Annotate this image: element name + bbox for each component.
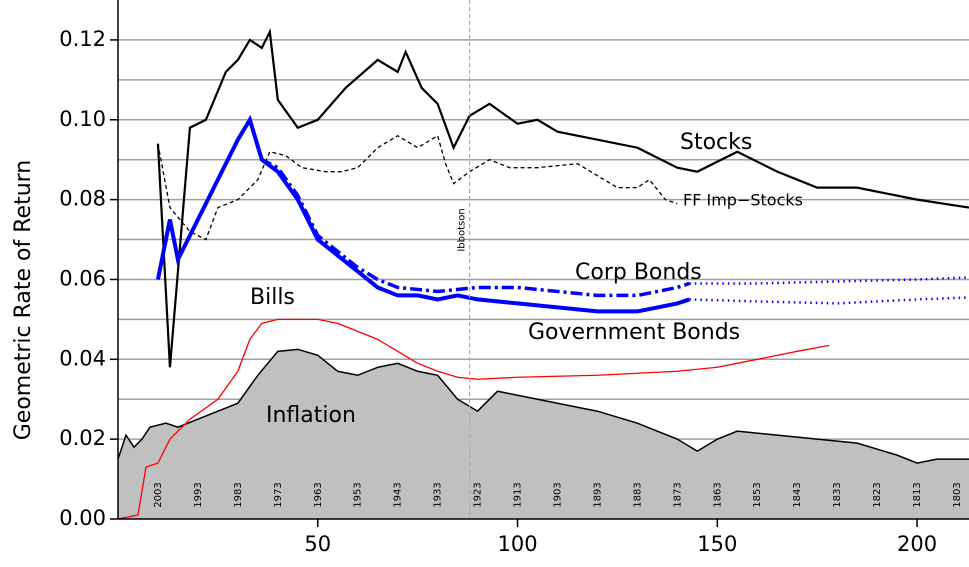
series-label: Corp Bonds — [575, 260, 702, 285]
series-label: Inflation — [266, 403, 356, 428]
reference-label: Ibbotson — [457, 208, 468, 251]
year-label: 1813 — [912, 482, 923, 507]
year-label: 1893 — [592, 482, 603, 507]
series-label: Stocks — [680, 130, 752, 155]
y-tick-label: 0.04 — [59, 346, 106, 370]
y-tick-label: 0.12 — [59, 27, 106, 51]
series-line — [155, 114, 690, 314]
y-tick-label: 0.10 — [59, 107, 106, 131]
year-label: 1863 — [712, 482, 723, 507]
year-label: 2003 — [153, 482, 164, 507]
year-label: 1843 — [792, 482, 803, 507]
series-extension — [689, 276, 969, 285]
series-line — [117, 318, 830, 520]
y-tick-label: 0.02 — [59, 426, 106, 450]
year-label: 1883 — [632, 482, 643, 507]
series-line — [156, 115, 690, 298]
x-tick-label: 100 — [497, 532, 537, 556]
year-label: 1833 — [832, 482, 843, 507]
year-label: 1963 — [313, 482, 324, 507]
y-axis-title: Geometric Rate of Return — [11, 160, 36, 441]
series-label: Bills — [250, 285, 295, 310]
series-label: Government Bonds — [528, 320, 740, 345]
y-tick-label: 0.00 — [59, 506, 106, 530]
year-label: 1923 — [473, 482, 484, 507]
year-label: 1983 — [233, 482, 244, 507]
series-extension — [689, 296, 969, 305]
year-label: 1933 — [433, 482, 444, 507]
series-label: FF Imp−Stocks — [683, 191, 803, 210]
x-tick-label: 50 — [304, 532, 331, 556]
year-label: 1823 — [872, 482, 883, 507]
y-tick-label: 0.08 — [59, 187, 106, 211]
year-label: 1943 — [393, 482, 404, 507]
year-label: 1973 — [273, 482, 284, 507]
year-label: 1803 — [952, 482, 963, 507]
series-line — [157, 134, 678, 241]
year-label: 1993 — [193, 482, 204, 507]
x-tick-label: 200 — [897, 532, 937, 556]
y-tick-label: 0.06 — [59, 266, 106, 290]
year-label: 1953 — [353, 482, 364, 507]
year-label: 1853 — [752, 482, 763, 507]
year-label: 1913 — [513, 482, 524, 507]
area-fill — [118, 349, 969, 519]
year-label: 1903 — [552, 482, 563, 507]
year-label: 1873 — [672, 482, 683, 507]
x-tick-label: 150 — [697, 532, 737, 556]
area-line — [117, 348, 969, 464]
series-line — [156, 28, 969, 368]
